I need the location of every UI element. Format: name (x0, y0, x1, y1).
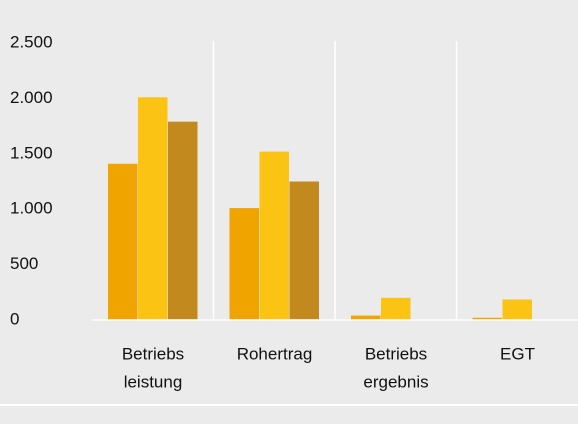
bar (289, 181, 319, 320)
x-tick-label: leistung (124, 372, 183, 391)
y-tick-label: 0 (10, 309, 19, 328)
y-tick-label: 1.000 (10, 199, 53, 218)
bar (472, 317, 502, 320)
x-tick-label: Rohertrag (237, 344, 313, 363)
bar (229, 208, 259, 320)
y-tick-label: 2.500 (10, 32, 53, 51)
x-tick-label: Betriebs (365, 344, 427, 363)
y-tick-label: 2.000 (10, 88, 53, 107)
y-tick-label: 1.500 (10, 143, 53, 162)
bar (351, 315, 381, 320)
y-tick-label: 500 (10, 254, 38, 273)
x-tick-label: ergebnis (363, 372, 428, 391)
bar (168, 121, 198, 320)
x-tick-label: Betriebs (122, 344, 184, 363)
x-tick-label: EGT (500, 344, 535, 363)
bar (108, 163, 138, 320)
bar (138, 97, 168, 321)
bar (381, 297, 411, 320)
bar (502, 299, 532, 320)
bar (259, 151, 289, 320)
